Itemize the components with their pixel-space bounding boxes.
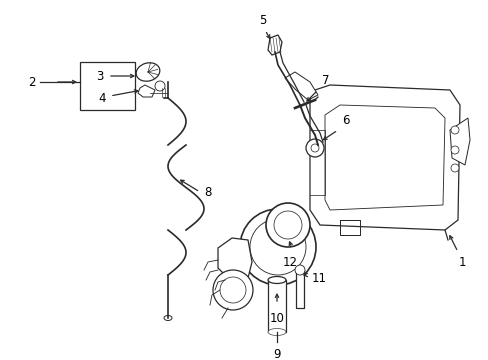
Polygon shape [285, 72, 317, 100]
Text: 11: 11 [311, 271, 326, 284]
Circle shape [220, 277, 245, 303]
Circle shape [305, 139, 324, 157]
Circle shape [450, 146, 458, 154]
Ellipse shape [267, 328, 285, 336]
Text: 3: 3 [97, 69, 104, 82]
Circle shape [450, 126, 458, 134]
Circle shape [450, 164, 458, 172]
Polygon shape [267, 35, 282, 55]
Circle shape [273, 211, 302, 239]
Polygon shape [325, 105, 444, 210]
Text: 4: 4 [98, 91, 106, 104]
Ellipse shape [267, 276, 285, 284]
Text: 7: 7 [321, 74, 329, 87]
Polygon shape [218, 238, 251, 280]
Text: 9: 9 [273, 348, 280, 360]
Bar [295, 270, 304, 308]
Text: 1: 1 [457, 256, 465, 269]
Text: 2: 2 [28, 76, 36, 89]
Circle shape [265, 203, 309, 247]
Text: 12: 12 [282, 256, 297, 269]
Circle shape [240, 209, 315, 285]
Circle shape [155, 81, 164, 91]
Text: 8: 8 [203, 185, 211, 198]
Ellipse shape [163, 315, 172, 320]
Bar [267, 280, 285, 332]
Bar [80, 62, 135, 110]
Circle shape [249, 219, 305, 275]
Ellipse shape [136, 63, 160, 81]
Text: 6: 6 [341, 114, 349, 127]
Circle shape [213, 270, 252, 310]
Polygon shape [449, 118, 469, 165]
Text: 10: 10 [269, 312, 284, 325]
Text: 5: 5 [259, 14, 266, 27]
Circle shape [310, 144, 318, 152]
Polygon shape [138, 85, 155, 97]
Circle shape [294, 265, 305, 275]
Polygon shape [309, 85, 459, 230]
